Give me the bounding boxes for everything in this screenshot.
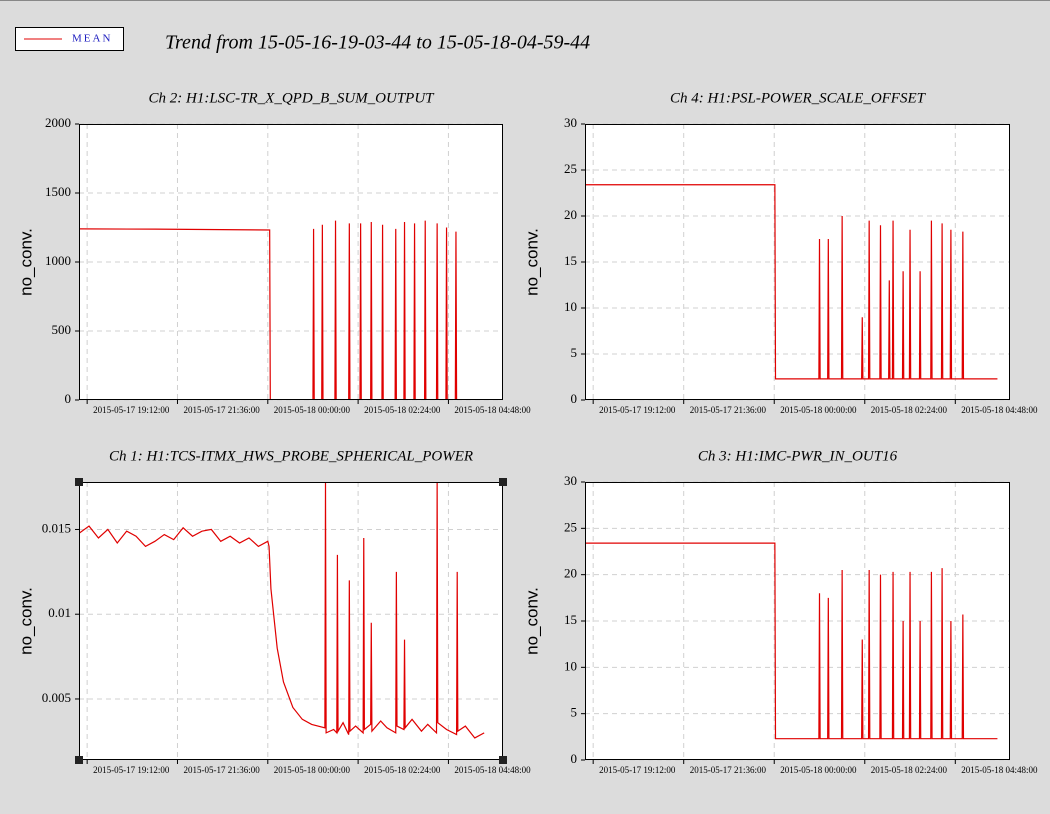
y-tick-label: 15	[564, 253, 577, 268]
y-tick-label: 25	[564, 519, 577, 534]
x-tick-label: 2015-05-17 21:36:00	[183, 405, 260, 415]
y-tick-label: 0	[571, 751, 578, 766]
x-tick-label: 2015-05-17 21:36:00	[690, 765, 767, 775]
page-title: Trend from 15-05-16-19-03-44 to 15-05-18…	[165, 32, 590, 54]
y-tick-label: 500	[52, 322, 72, 337]
selection-handle	[499, 478, 507, 486]
x-tick-label: 2015-05-18 02:24:00	[364, 765, 441, 775]
y-tick-label: 0	[571, 391, 578, 406]
y-tick-label: 0.005	[42, 690, 71, 705]
y-tick-label: 10	[564, 658, 577, 673]
chart-title: Ch 4: H1:PSL-POWER_SCALE_OFFSET	[670, 90, 927, 106]
chart-title: Ch 2: H1:LSC-TR_X_QPD_B_SUM_OUTPUT	[149, 90, 436, 106]
plot-frame	[585, 124, 1010, 400]
plot-frame	[79, 482, 503, 760]
plot-frame	[79, 124, 503, 400]
x-tick-label: 2015-05-18 00:00:00	[274, 405, 351, 415]
data-line	[585, 542, 998, 740]
selection-handle	[75, 478, 83, 486]
chart-title: Ch 1: H1:TCS-ITMX_HWS_PROBE_SPHERICAL_PO…	[109, 448, 473, 464]
y-tick-label: 1500	[45, 184, 71, 199]
x-tick-label: 2015-05-18 00:00:00	[780, 405, 857, 415]
y-tick-label: 20	[564, 566, 577, 581]
y-tick-label: 5	[571, 705, 578, 720]
data-line	[79, 482, 485, 739]
legend-label: MEAN	[72, 33, 112, 45]
data-line	[585, 184, 998, 380]
plot-frame	[585, 482, 1010, 760]
y-axis-label: no_conv.	[16, 587, 35, 655]
legend-box	[15, 27, 124, 51]
x-tick-label: 2015-05-17 19:12:00	[599, 765, 676, 775]
y-tick-label: 25	[564, 161, 577, 176]
y-tick-label: 30	[564, 473, 577, 488]
x-tick-label: 2015-05-18 02:24:00	[364, 405, 441, 415]
x-tick-label: 2015-05-17 21:36:00	[690, 405, 767, 415]
x-tick-label: 2015-05-17 19:12:00	[599, 405, 676, 415]
y-tick-label: 1000	[45, 253, 71, 268]
x-tick-label: 2015-05-18 00:00:00	[274, 765, 351, 775]
x-tick-label: 2015-05-18 04:48:00	[961, 405, 1038, 415]
x-tick-label: 2015-05-18 04:48:00	[454, 765, 531, 775]
y-tick-label: 10	[564, 299, 577, 314]
x-tick-label: 2015-05-17 19:12:00	[93, 405, 170, 415]
y-tick-label: 0.015	[42, 520, 71, 535]
y-tick-label: 15	[564, 612, 577, 627]
y-tick-label: 0	[65, 391, 72, 406]
x-tick-label: 2015-05-18 04:48:00	[454, 405, 531, 415]
x-tick-label: 2015-05-17 21:36:00	[183, 765, 260, 775]
y-tick-label: 30	[564, 115, 577, 130]
x-tick-label: 2015-05-18 02:24:00	[871, 405, 948, 415]
x-tick-label: 2015-05-18 00:00:00	[780, 765, 857, 775]
selection-handle	[75, 756, 83, 764]
y-axis-label: no_conv.	[16, 228, 35, 296]
plot-area	[79, 482, 503, 760]
x-tick-label: 2015-05-18 02:24:00	[871, 765, 948, 775]
selection-handle	[499, 756, 507, 764]
x-tick-label: 2015-05-17 19:12:00	[93, 765, 170, 775]
data-line	[79, 220, 488, 400]
y-tick-label: 0.01	[48, 605, 71, 620]
chart-title: Ch 3: H1:IMC-PWR_IN_OUT16	[698, 448, 898, 464]
y-axis-label: no_conv.	[522, 587, 541, 655]
x-tick-label: 2015-05-18 04:48:00	[961, 765, 1038, 775]
y-tick-label: 5	[571, 345, 578, 360]
y-axis-label: no_conv.	[522, 228, 541, 296]
y-tick-label: 20	[564, 207, 577, 222]
y-tick-label: 2000	[45, 115, 71, 130]
